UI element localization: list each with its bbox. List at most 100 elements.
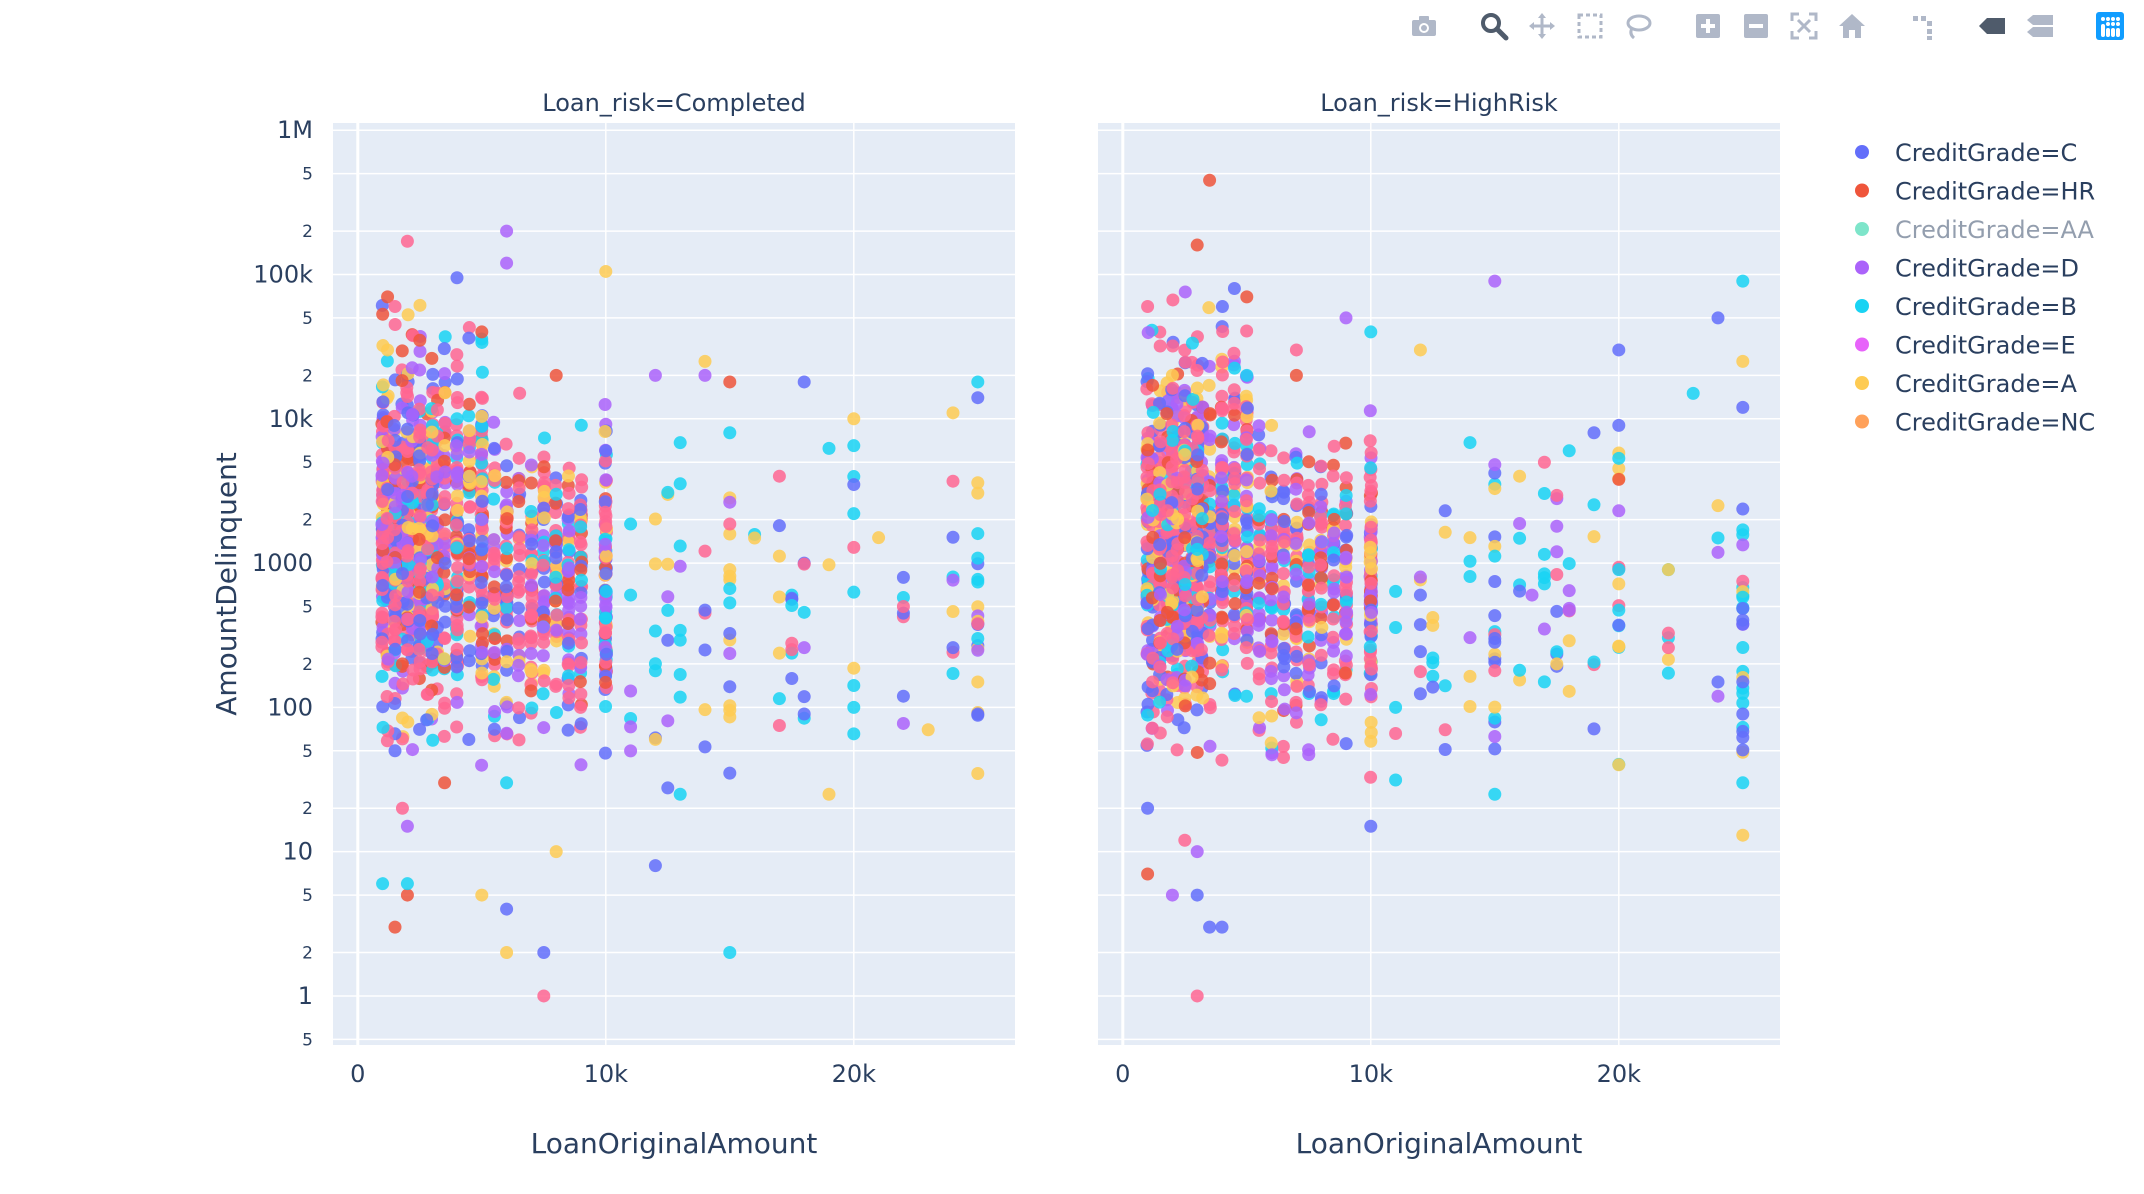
y-tick-label: 1 xyxy=(298,982,313,1010)
data-point xyxy=(1190,745,1204,759)
data-point xyxy=(388,300,402,314)
data-point xyxy=(500,700,514,714)
data-point xyxy=(573,503,587,517)
data-point xyxy=(400,877,414,891)
data-point xyxy=(1326,732,1340,746)
data-point xyxy=(463,629,477,643)
plotly-logo-icon[interactable] xyxy=(2093,9,2127,43)
legend-marker[interactable] xyxy=(1855,414,1869,429)
data-point xyxy=(1252,596,1266,610)
data-point xyxy=(1178,833,1192,847)
data-point xyxy=(1363,640,1377,654)
data-point xyxy=(1364,770,1378,784)
zoom-in-icon[interactable] xyxy=(1691,9,1725,43)
data-point xyxy=(512,570,526,584)
box-select-icon[interactable] xyxy=(1573,9,1607,43)
y-minor-tick-label: 2 xyxy=(302,222,313,242)
legend-marker[interactable] xyxy=(1855,183,1869,198)
legend-item[interactable]: CreditGrade=NC xyxy=(1855,409,2095,437)
data-point xyxy=(1190,482,1204,496)
data-point xyxy=(1562,557,1576,571)
data-point xyxy=(380,354,394,368)
legend-marker[interactable] xyxy=(1855,376,1869,390)
data-point xyxy=(1178,448,1192,462)
data-point xyxy=(1153,613,1167,627)
zoom-icon[interactable] xyxy=(1477,9,1511,43)
data-point xyxy=(624,588,638,602)
data-point xyxy=(1146,405,1160,419)
data-point xyxy=(376,395,390,409)
data-point xyxy=(1240,689,1254,703)
lasso-select-icon[interactable] xyxy=(1621,9,1655,43)
legend-item[interactable]: CreditGrade=C xyxy=(1855,139,2077,167)
legend-item[interactable]: CreditGrade=B xyxy=(1855,293,2077,321)
data-point xyxy=(1178,485,1192,499)
data-point xyxy=(1301,578,1315,592)
data-point xyxy=(1153,695,1167,709)
data-point xyxy=(1326,598,1340,612)
data-point xyxy=(1389,584,1403,598)
data-point xyxy=(1264,484,1278,498)
data-point xyxy=(1513,517,1527,531)
data-point xyxy=(525,608,539,622)
data-point xyxy=(971,486,985,500)
data-point xyxy=(450,541,464,555)
data-point xyxy=(1314,459,1328,473)
data-point xyxy=(599,454,613,468)
data-point xyxy=(1488,787,1502,801)
modebar-group xyxy=(1968,9,2064,43)
data-point xyxy=(1215,368,1229,382)
camera-icon[interactable] xyxy=(1407,9,1441,43)
data-point xyxy=(512,481,526,495)
data-point xyxy=(1364,662,1378,676)
data-point xyxy=(1190,429,1204,443)
data-point xyxy=(772,549,786,563)
legend: CreditGrade=C CreditGrade=HR CreditGrade=A… xyxy=(1855,139,2095,437)
legend-item[interactable]: CreditGrade=E xyxy=(1855,332,2076,360)
reset-axes-icon[interactable] xyxy=(1835,9,1869,43)
data-point xyxy=(395,657,409,671)
data-point xyxy=(1587,722,1601,736)
pan-icon[interactable] xyxy=(1525,9,1559,43)
hover-compare-icon[interactable] xyxy=(2023,9,2057,43)
legend-item[interactable]: CreditGrade=HR xyxy=(1855,178,2095,206)
data-point xyxy=(499,568,513,582)
spike-lines-icon[interactable] xyxy=(1905,9,1939,43)
data-point xyxy=(1203,677,1217,691)
zoom-out-icon[interactable] xyxy=(1739,9,1773,43)
data-point xyxy=(946,573,960,587)
legend-marker[interactable] xyxy=(1855,299,1869,313)
x-axis-title: LoanOriginalAmount xyxy=(531,1127,818,1160)
hover-closest-icon[interactable] xyxy=(1975,9,2009,43)
data-point xyxy=(1339,627,1353,641)
legend-marker[interactable] xyxy=(1855,260,1869,275)
data-point xyxy=(1426,656,1440,670)
data-point xyxy=(562,543,576,557)
data-point xyxy=(500,542,514,556)
data-point xyxy=(1562,634,1576,648)
data-point xyxy=(1141,867,1155,881)
data-point xyxy=(405,469,419,483)
legend-item[interactable]: CreditGrade=AA xyxy=(1855,216,2095,244)
data-point xyxy=(1339,488,1353,502)
legend-marker[interactable] xyxy=(1855,337,1869,352)
data-point xyxy=(512,494,526,508)
legend-marker[interactable] xyxy=(1855,145,1869,159)
autoscale-icon[interactable] xyxy=(1787,9,1821,43)
data-point xyxy=(549,534,563,548)
data-point xyxy=(723,596,737,610)
data-point xyxy=(797,641,811,655)
data-point xyxy=(487,415,501,429)
y-minor-tick-label: 2 xyxy=(302,799,313,819)
data-point xyxy=(772,590,786,604)
data-point xyxy=(561,502,575,516)
legend-item[interactable]: CreditGrade=A xyxy=(1855,370,2077,398)
data-point xyxy=(381,434,395,448)
data-point xyxy=(598,505,612,519)
legend-marker[interactable] xyxy=(1855,222,1869,236)
data-point xyxy=(574,717,588,731)
data-point xyxy=(1550,604,1564,618)
legend-item[interactable]: CreditGrade=D xyxy=(1855,255,2079,283)
data-point xyxy=(462,534,476,548)
data-point xyxy=(401,308,415,322)
